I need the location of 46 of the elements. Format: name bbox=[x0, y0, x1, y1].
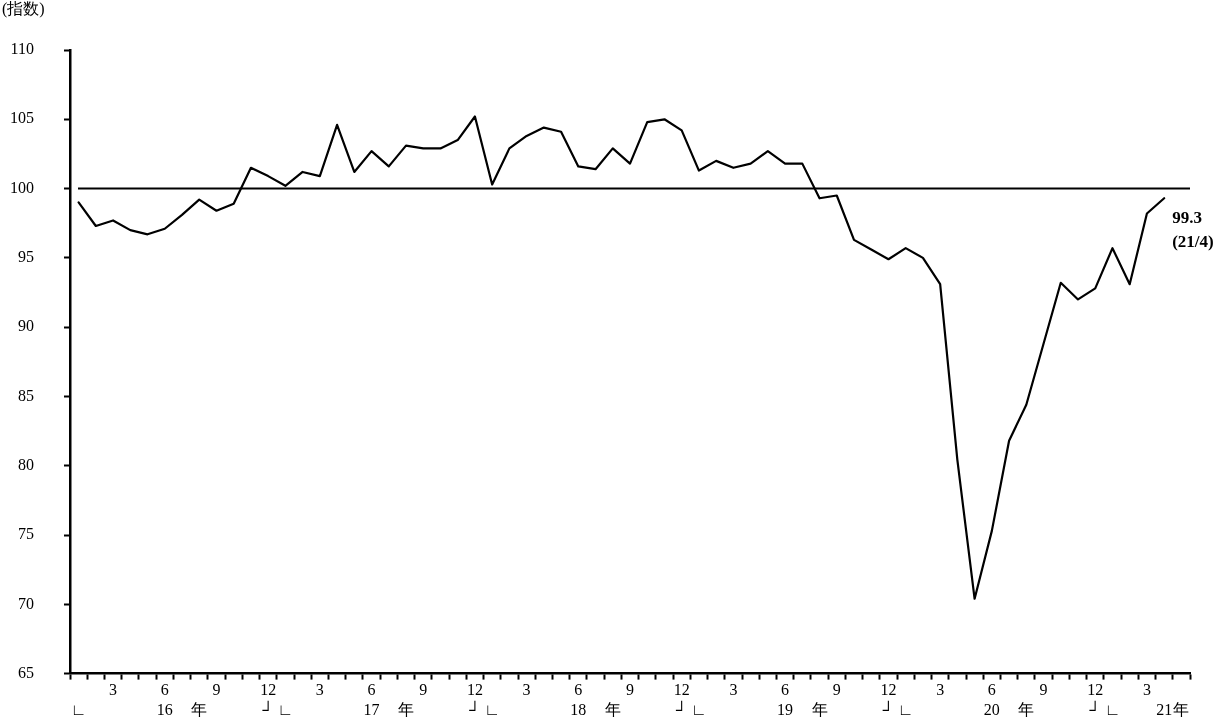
x-tick-label: 12 ┘ bbox=[466, 681, 483, 718]
x-tick-label: 9 bbox=[832, 681, 841, 699]
x-tick-label: 12 ┘ bbox=[260, 681, 277, 718]
x-tick-label: ∟ bbox=[691, 700, 707, 718]
x-tick-label: 6 16 bbox=[156, 681, 173, 718]
x-tick-label: 12 ┘ bbox=[673, 681, 690, 718]
x-tick-label: 12 ┘ bbox=[1087, 681, 1104, 718]
x-tick-label: 年 bbox=[1018, 700, 1035, 718]
x-tick-label: 年 bbox=[604, 700, 621, 718]
y-tick-label: 85 bbox=[18, 386, 34, 404]
y-tick-label: 80 bbox=[18, 455, 34, 473]
x-tick-label: 12 ┘ bbox=[880, 681, 897, 718]
x-tick-label: 年 bbox=[398, 700, 414, 718]
x-tick-label: 9 bbox=[626, 681, 634, 699]
x-tick-label: ∟ bbox=[484, 700, 500, 718]
x-tick-label: 3 bbox=[109, 681, 118, 699]
x-tick-label: 6 20 bbox=[983, 681, 1000, 718]
y-tick-label: 65 bbox=[18, 663, 34, 681]
x-tick-label: ∟ bbox=[1104, 700, 1121, 718]
x-tick-label: 9 bbox=[1039, 681, 1048, 699]
y-tick-label: 105 bbox=[10, 109, 34, 127]
y-tick-label: 100 bbox=[10, 178, 34, 196]
x-tick-label: ∟ bbox=[70, 700, 87, 718]
y-tick-label: 110 bbox=[10, 40, 34, 58]
x-tick-label: ∟ bbox=[897, 700, 914, 718]
x-tick-label: 年 bbox=[811, 700, 828, 718]
x-tick-label: 3 bbox=[936, 681, 945, 699]
x-tick-label: ∟ bbox=[277, 700, 294, 718]
x-tick-label: 9 bbox=[419, 681, 428, 699]
x-tick-label: 年 bbox=[191, 700, 208, 718]
x-tick-label: 3 bbox=[1142, 681, 1151, 699]
y-tick-label: 75 bbox=[18, 525, 34, 543]
y-axis-title: (指数) bbox=[2, 0, 45, 19]
y-tick-label: 95 bbox=[18, 248, 34, 266]
y-tick-label: 70 bbox=[18, 594, 34, 612]
x-tick-label: 3 bbox=[315, 681, 324, 699]
x-tick-label: 3 bbox=[522, 681, 531, 699]
x-tick-label: 6 18 bbox=[570, 681, 587, 718]
x-tick-label: 3 bbox=[729, 681, 738, 699]
x-tick-label: 年 bbox=[1173, 700, 1190, 718]
x-tick-label: 21 bbox=[1156, 700, 1173, 718]
x-tick-label: 6 17 bbox=[363, 681, 380, 718]
y-tick-label: 90 bbox=[18, 317, 34, 335]
x-tick-label: 6 19 bbox=[777, 681, 794, 718]
annotation: 99.3 (21/4) bbox=[1172, 207, 1214, 251]
x-tick-label: 9 bbox=[212, 681, 221, 699]
